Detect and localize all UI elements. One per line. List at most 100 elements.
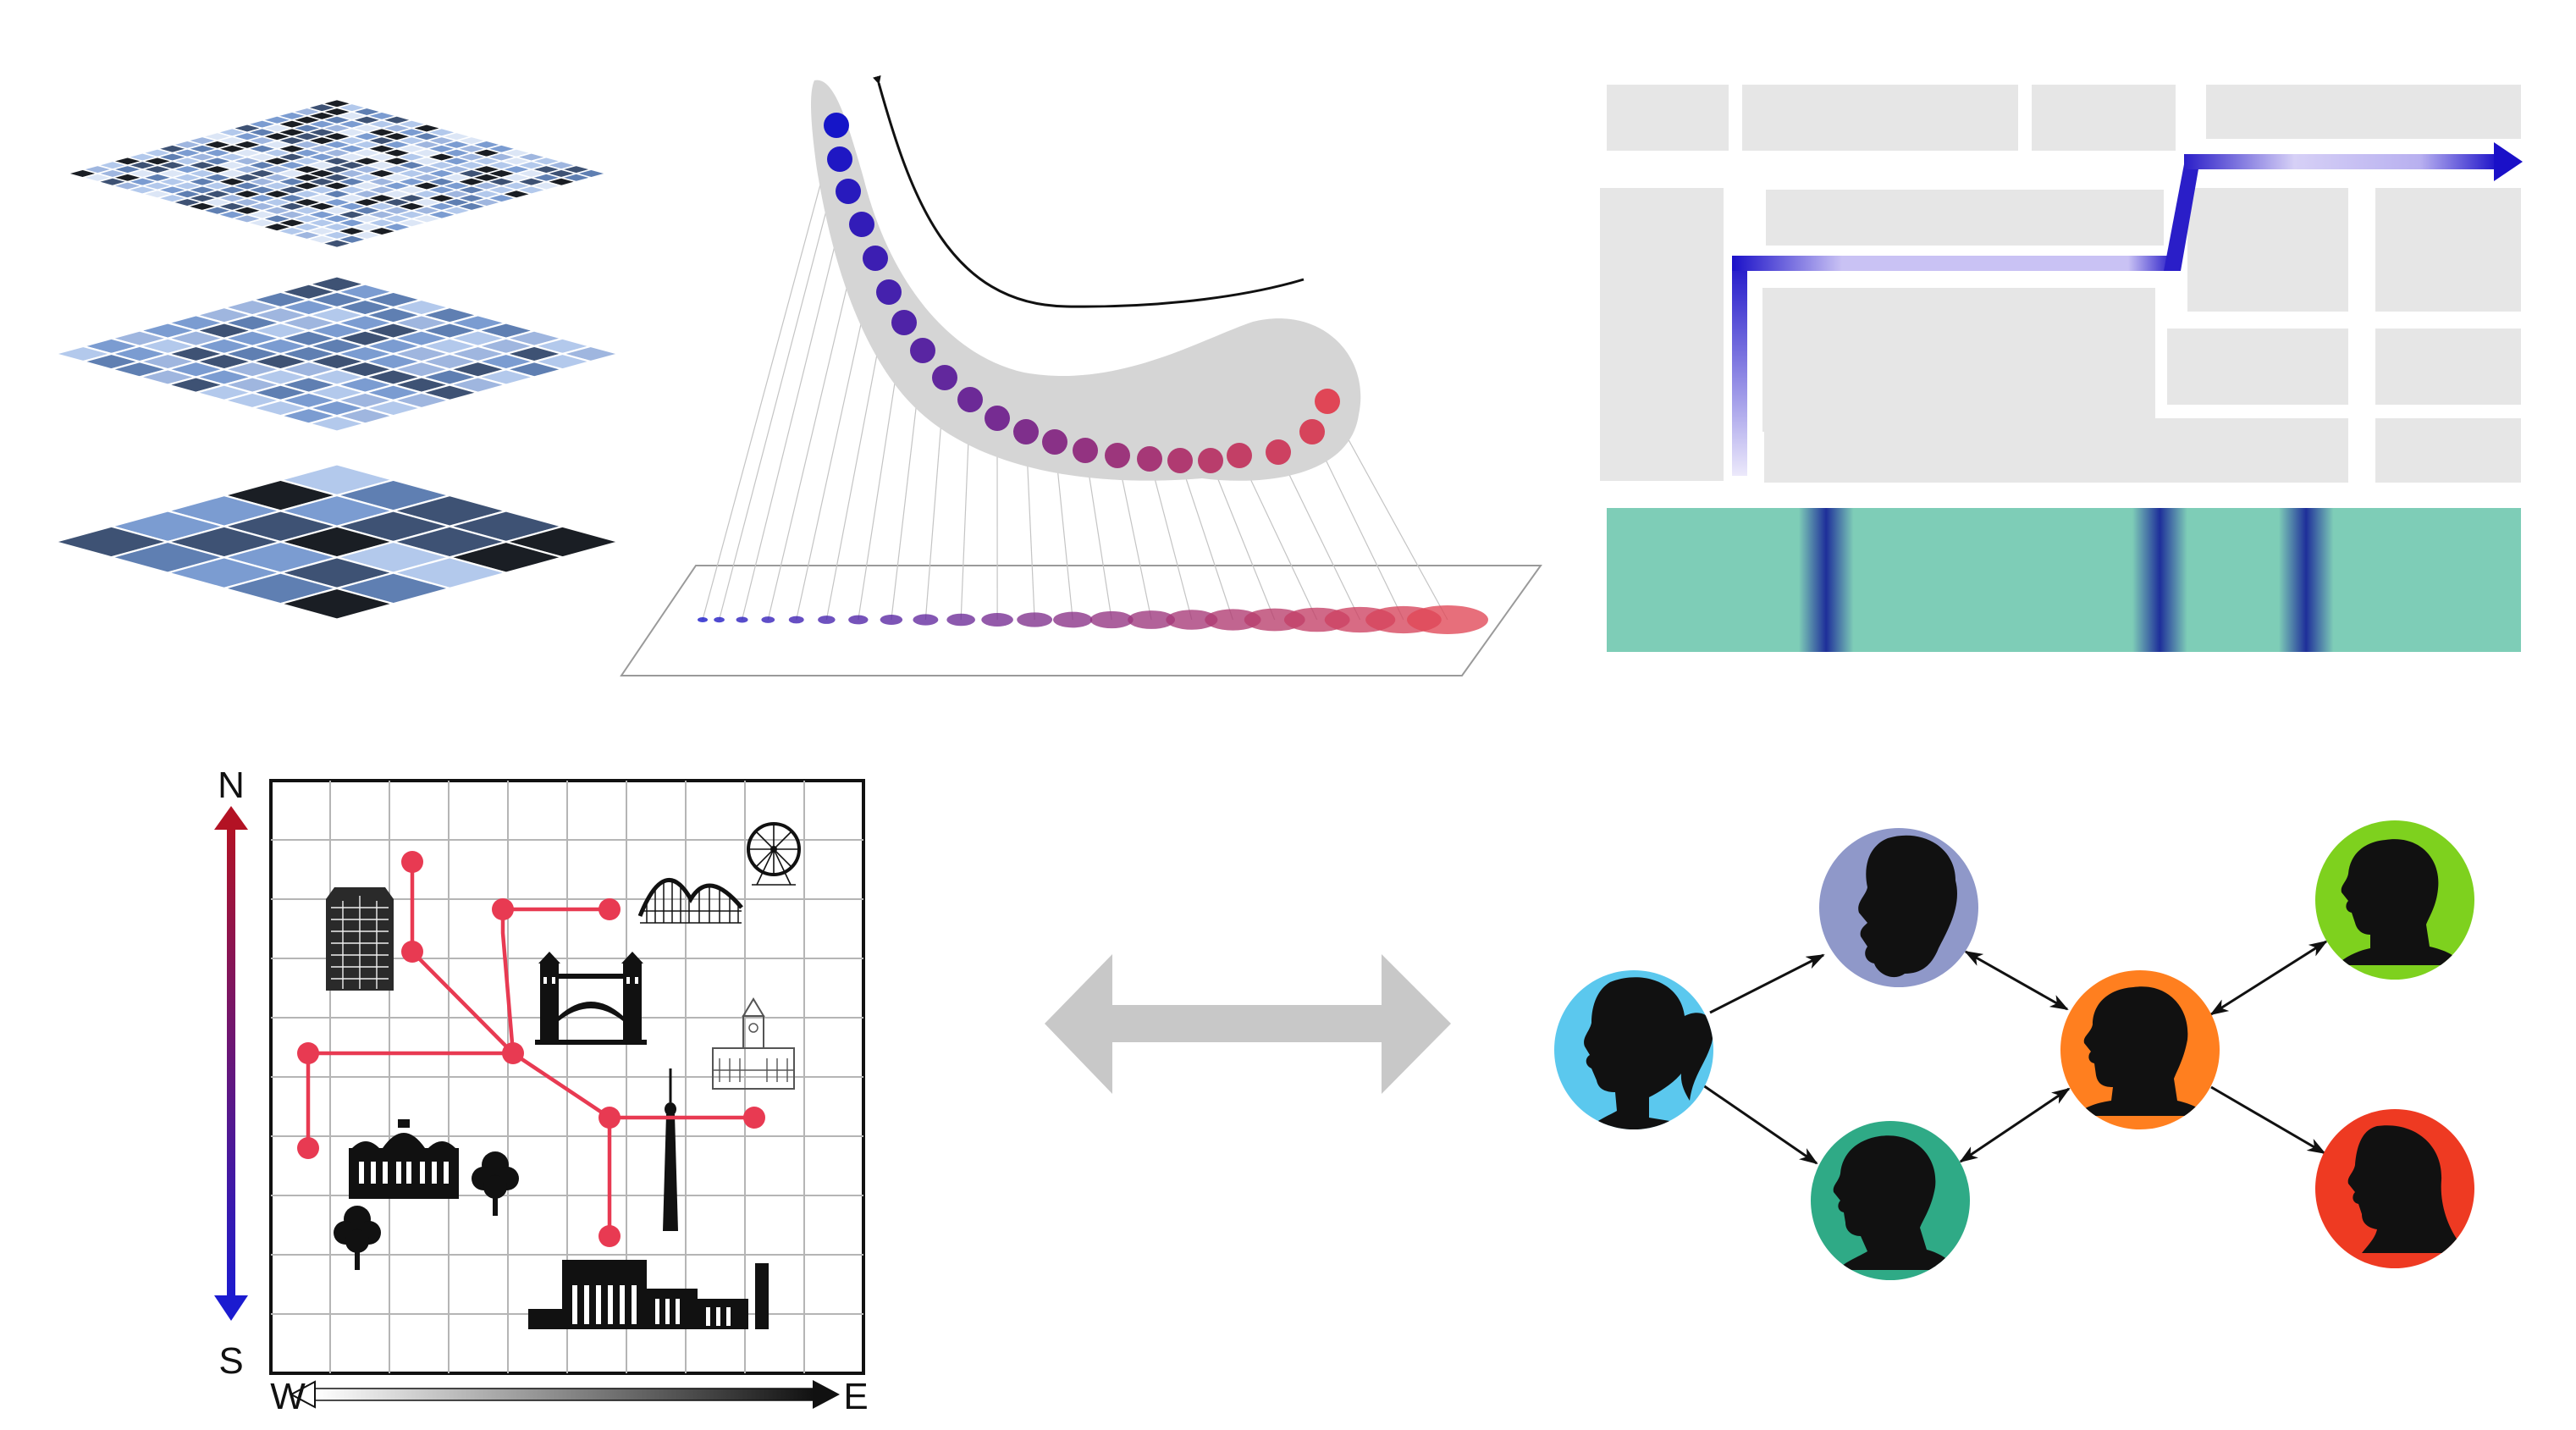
- cn-tower-icon: [663, 1068, 678, 1231]
- city-block: [1600, 188, 1724, 481]
- street-route-panel: [1600, 85, 2523, 652]
- city-block: [2167, 329, 2348, 405]
- trajectory-dot: [957, 387, 983, 412]
- trajectory-dot: [849, 212, 874, 237]
- projected-ellipses: [698, 605, 1488, 634]
- energy-curve: [873, 75, 1305, 308]
- route-ramp: [2164, 164, 2199, 271]
- route-vertical-segment: [1732, 256, 1747, 476]
- man-short-hair-silhouette-icon: [1833, 1135, 1959, 1270]
- trajectory-dot: [1042, 429, 1067, 455]
- projected-ellipse: [913, 614, 939, 626]
- trajectory-dot: [1167, 448, 1193, 473]
- route-node: [401, 851, 423, 873]
- city-block: [2375, 329, 2521, 405]
- trajectory-dot: [1105, 443, 1130, 468]
- trajectory-dot: [932, 365, 957, 390]
- trajectory-dot: [863, 246, 888, 271]
- person-node: [1811, 1121, 1970, 1280]
- route-node: [598, 1225, 621, 1247]
- projected-ellipse: [1205, 609, 1261, 631]
- woman-curly-silhouette-icon: [1858, 835, 1957, 978]
- signal-strip: [1607, 508, 2521, 652]
- roller-coaster-icon: [637, 878, 743, 924]
- city-block: [1762, 288, 2155, 432]
- route-node: [297, 1042, 319, 1064]
- projected-ellipse: [1407, 605, 1488, 634]
- trajectory-dot: [827, 146, 852, 172]
- trajectory-dot: [985, 406, 1010, 431]
- projected-ellipse: [761, 616, 775, 623]
- person-node: [2315, 820, 2474, 980]
- route-node: [598, 1107, 621, 1129]
- woman-ponytail-silhouette-icon: [1583, 977, 1713, 1129]
- projected-ellipse: [946, 613, 975, 627]
- clock-tower-hall-icon: [712, 997, 795, 1090]
- projected-ellipse: [1128, 610, 1176, 629]
- projected-ellipse: [1089, 610, 1134, 629]
- trajectory-dot: [1198, 448, 1223, 473]
- projected-ellipse: [880, 614, 903, 626]
- projected-ellipse: [848, 615, 869, 625]
- city-block: [1742, 85, 2018, 151]
- projected-ellipse: [1017, 612, 1053, 627]
- city-block: [2206, 85, 2521, 139]
- projection-plane: [620, 565, 1542, 676]
- tree-icon: [334, 1206, 381, 1270]
- station-building-icon: [349, 1119, 459, 1199]
- projected-ellipse: [818, 616, 836, 624]
- city-block: [2187, 188, 2348, 312]
- route-node: [598, 898, 621, 920]
- north-south-axis: [214, 806, 248, 1321]
- city-block: [2032, 85, 2176, 151]
- ferris-wheel-icon: [747, 822, 801, 886]
- tower-bridge-icon: [535, 952, 647, 1045]
- person-node: [1819, 828, 1978, 987]
- man-silhouette-icon: [2074, 986, 2209, 1116]
- grid-layer: [32, 458, 642, 626]
- route-node: [401, 941, 423, 963]
- man-hood-silhouette-icon: [2336, 839, 2465, 965]
- bidirectional-arrow: [1045, 954, 1451, 1094]
- city-blocks: [1600, 85, 2521, 483]
- projected-ellipse: [736, 616, 748, 623]
- person-node: [2315, 1109, 2474, 1268]
- person-node: [2060, 970, 2220, 1129]
- city-block: [2375, 418, 2521, 483]
- route-node: [743, 1107, 765, 1129]
- city-block: [1607, 85, 1729, 151]
- city-block: [2113, 418, 2348, 483]
- projected-ellipse: [788, 616, 804, 624]
- projected-ellipse: [714, 616, 725, 623]
- grid-tile: [305, 415, 369, 433]
- east-label: E: [843, 1376, 868, 1417]
- trajectory-projection-panel: [620, 75, 1542, 676]
- trajectory-dot: [910, 338, 935, 363]
- museum-building-icon: [528, 1260, 769, 1329]
- person-node: [1554, 970, 1713, 1129]
- route-node: [502, 1042, 524, 1064]
- tree-icon: [472, 1151, 519, 1216]
- landmark-grid-map: N S W E: [214, 765, 869, 1417]
- grid-tile: [319, 238, 355, 249]
- network-edges: [1702, 940, 2328, 1165]
- projected-ellipse: [1053, 611, 1093, 628]
- route-node: [492, 898, 514, 920]
- city-block: [1766, 190, 2164, 246]
- trajectory-dots: [824, 113, 1340, 473]
- grid-layer: [32, 270, 642, 438]
- projected-ellipse: [981, 613, 1013, 627]
- office-tower-icon: [326, 887, 394, 991]
- north-label: N: [218, 765, 245, 806]
- south-label: S: [218, 1340, 243, 1382]
- trajectory-dot: [1299, 419, 1325, 444]
- route-arrowhead: [2494, 142, 2523, 181]
- highlighted-route: [1732, 142, 2523, 476]
- projected-ellipse: [1166, 610, 1218, 630]
- man-long-hair-silhouette-icon: [2347, 1125, 2463, 1253]
- trajectory-dot: [1073, 438, 1098, 463]
- trajectory-dot: [1227, 443, 1252, 468]
- city-block: [1764, 418, 2174, 483]
- trajectory-dot: [876, 279, 902, 305]
